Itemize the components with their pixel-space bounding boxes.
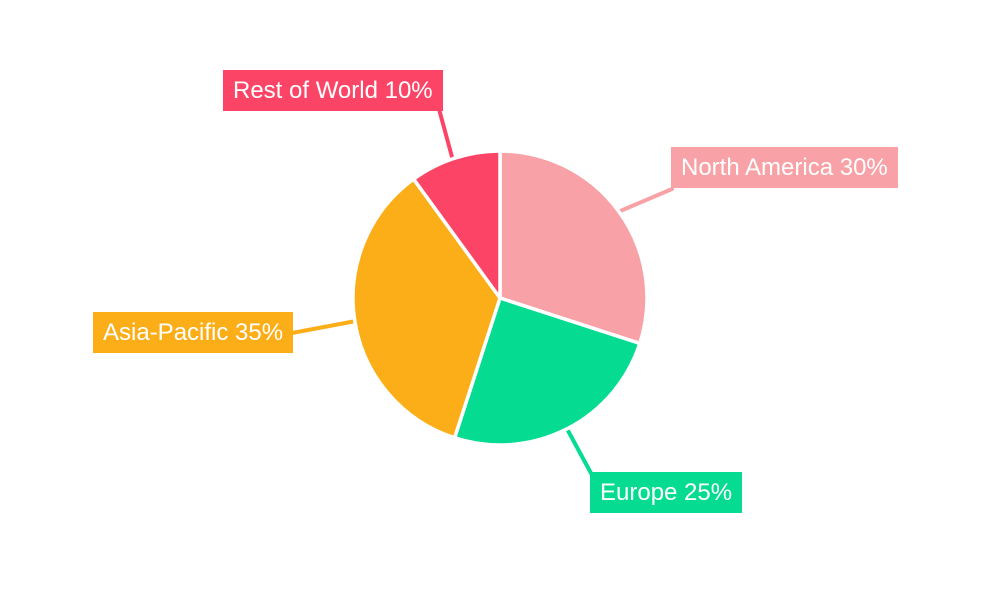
- pie-slice-rest-of-world: [411, 149, 502, 300]
- pie-slice-asia-pacific: [351, 177, 502, 440]
- leader-line-asia-pacific: [290, 319, 358, 335]
- pie-slice-north-america: [498, 149, 649, 346]
- pie-slice-europe: [452, 296, 642, 447]
- leader-line-europe: [564, 425, 594, 477]
- pie-label-rest-of-world: Rest of World 10%: [223, 70, 443, 111]
- pie-label-europe: Europe 25%: [590, 472, 743, 513]
- leader-line-rest-of-world: [437, 107, 454, 159]
- pie-label-asia-pacific: Asia-Pacific 35%: [93, 312, 294, 353]
- leader-line-north-america: [616, 187, 674, 214]
- pie-label-north-america: North America 30%: [671, 147, 898, 188]
